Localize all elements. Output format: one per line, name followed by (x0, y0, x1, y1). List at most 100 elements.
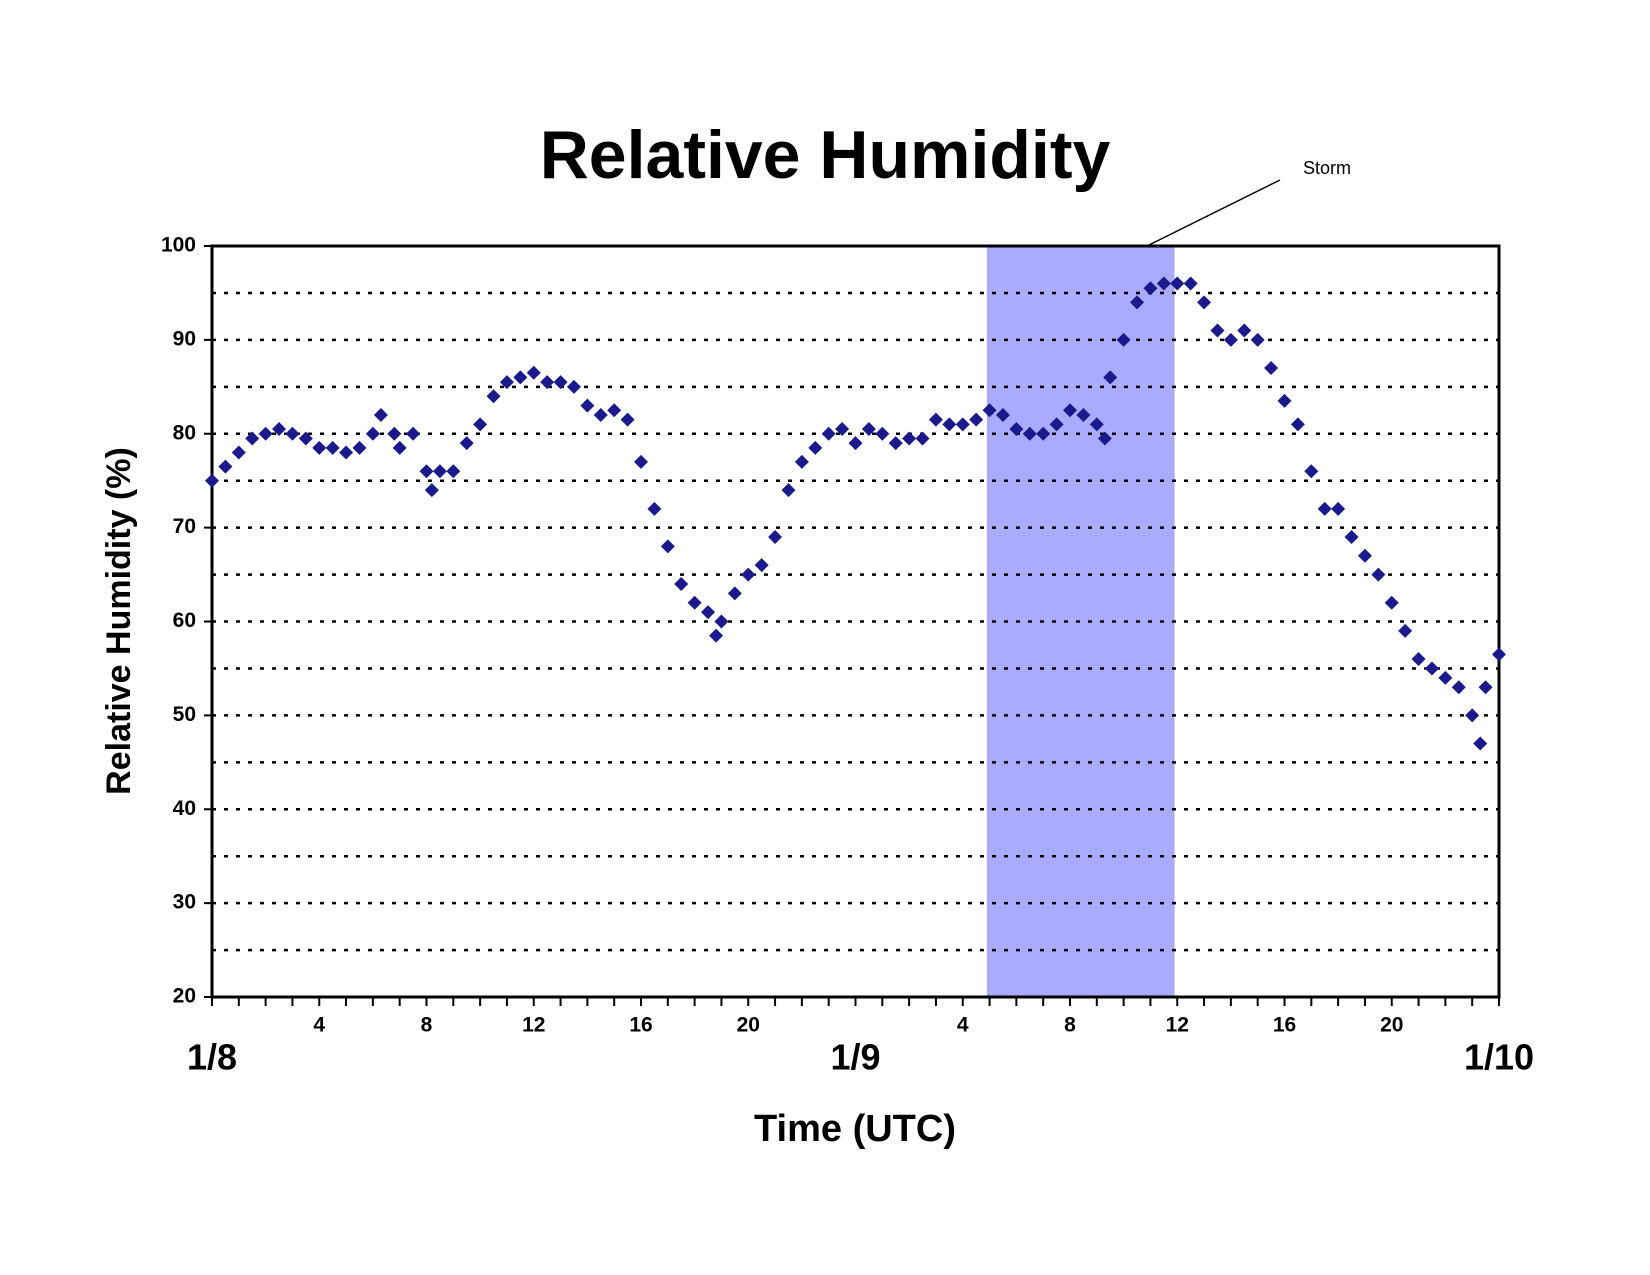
data-point (902, 431, 917, 446)
data-point (969, 412, 984, 427)
chart-title: Relative Humidity (540, 117, 1111, 193)
data-point (1451, 680, 1466, 695)
data-point (1143, 281, 1158, 296)
data-point (387, 426, 402, 441)
data-point (620, 412, 635, 427)
data-point (942, 417, 957, 432)
data-point (486, 389, 501, 404)
y-tick-label: 70 (173, 515, 196, 538)
data-point (727, 586, 742, 601)
data-point (1210, 323, 1225, 338)
data-point (1076, 407, 1091, 422)
data-point (1036, 426, 1051, 441)
data-point (339, 445, 354, 460)
data-point (526, 365, 541, 380)
x-tick-label: 8 (1064, 1014, 1076, 1037)
data-point (687, 595, 702, 610)
data-point (955, 417, 970, 432)
data-point (995, 407, 1010, 422)
data-point (1049, 417, 1064, 432)
data-point (1357, 548, 1372, 563)
data-point (1424, 661, 1439, 676)
data-point (499, 375, 514, 390)
y-tick-label: 100 (161, 234, 196, 257)
data-point (1009, 422, 1024, 437)
data-point (231, 445, 246, 460)
y-tick-label: 60 (173, 609, 196, 632)
annotation-leader (1146, 179, 1281, 247)
data-point (365, 426, 380, 441)
y-axis-title: Relative Humidity (%) (100, 447, 138, 795)
data-point (861, 422, 876, 437)
x-tick-label: 16 (1273, 1014, 1296, 1037)
data-point (835, 422, 850, 437)
data-point (709, 628, 724, 643)
data-point (285, 426, 300, 441)
x-axis-title: Time (UTC) (754, 1108, 956, 1150)
data-point (1492, 647, 1506, 662)
y-tick-label: 80 (173, 421, 196, 444)
data-point (1250, 332, 1265, 347)
data-point (634, 454, 648, 469)
data-point (1344, 530, 1359, 545)
data-point (580, 398, 595, 413)
data-point (781, 483, 796, 498)
data-point (1473, 736, 1488, 751)
data-point (1237, 323, 1252, 338)
data-point (1304, 464, 1319, 479)
y-tick-label: 90 (173, 327, 196, 350)
data-point (701, 605, 716, 620)
data-point (1317, 501, 1332, 516)
data-point (1103, 370, 1118, 385)
data-point (352, 440, 367, 455)
x-tick-label: 8 (421, 1014, 433, 1037)
data-point (1465, 708, 1480, 723)
data-point (1063, 403, 1077, 418)
y-tick-label: 20 (173, 985, 196, 1008)
data-point (298, 431, 313, 446)
data-point (245, 431, 260, 446)
data-point (821, 426, 836, 441)
date-tick-label: 1/9 (830, 1037, 880, 1078)
data-point (1116, 332, 1131, 347)
data-point (1197, 295, 1212, 310)
data-point (459, 436, 474, 451)
x-tick-label: 12 (522, 1014, 545, 1037)
data-point (419, 464, 434, 479)
data-point (1089, 417, 1104, 432)
data-point (272, 422, 287, 437)
data-point (1371, 567, 1386, 582)
data-point (566, 379, 581, 394)
data-point (1438, 670, 1453, 685)
data-point (1331, 501, 1346, 516)
data-point (1183, 276, 1198, 291)
data-point (808, 440, 823, 455)
data-point (513, 370, 528, 385)
data-point (928, 412, 943, 427)
data-point (1223, 332, 1238, 347)
data-point (660, 539, 675, 554)
data-point (915, 431, 930, 446)
data-point (1130, 295, 1145, 310)
data-point (982, 403, 997, 418)
data-point (1156, 276, 1171, 291)
data-point (1398, 623, 1413, 638)
data-point (1290, 417, 1305, 432)
data-point (373, 407, 388, 422)
data-point (312, 440, 327, 455)
x-tick-label: 20 (1380, 1014, 1403, 1037)
data-point (647, 501, 662, 516)
data-point (473, 417, 488, 432)
data-point (406, 426, 421, 441)
data-point (888, 436, 903, 451)
data-point (432, 464, 447, 479)
data-point (754, 558, 769, 573)
data-point (1478, 680, 1493, 695)
data-point (1022, 426, 1037, 441)
data-point (553, 375, 568, 390)
data-point (848, 436, 863, 451)
data-point (205, 473, 219, 488)
data-point (540, 375, 555, 390)
data-point (741, 567, 756, 582)
